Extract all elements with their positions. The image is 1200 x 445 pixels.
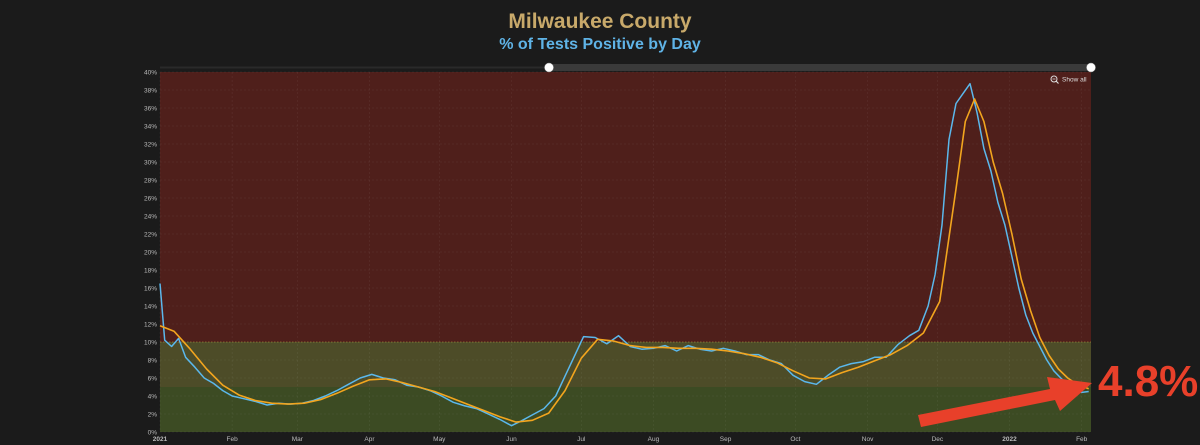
y-tick-label: 8% [148,357,158,364]
y-tick-label: 18% [144,267,157,274]
x-tick-label: 2021 [153,436,168,443]
y-tick-label: 14% [144,303,157,310]
y-tick-label: 0% [148,429,158,436]
x-tick-label: Jul [577,436,586,443]
threshold-bands [160,72,1091,432]
x-tick-label: May [433,436,446,443]
x-tick-label: Aug [648,436,660,443]
x-tick-label: Oct [790,436,800,443]
navigator-selected-range[interactable] [548,64,1091,71]
y-tick-label: 2% [148,411,158,418]
band-1 [160,342,1091,387]
y-tick-label: 28% [144,177,157,184]
x-tick-label: Feb [227,436,239,443]
x-tick-label: Jun [506,436,517,443]
show-all-label: Show all [1062,77,1087,84]
y-tick-label: 4% [148,393,158,400]
y-tick-label: 36% [144,105,157,112]
x-tick-label: Feb [1076,436,1088,443]
y-tick-label: 24% [144,213,157,220]
band-2 [160,72,1091,342]
y-tick-label: 38% [144,87,157,94]
x-tick-label: 2022 [1002,436,1017,443]
y-tick-label: 10% [144,339,157,346]
series-lines [159,82,1089,427]
x-tick-label: Sep [720,436,732,443]
x-tick-label: Dec [932,436,944,443]
band-0 [160,387,1091,432]
series-line-average [159,98,1089,423]
y-tick-label: 6% [148,375,158,382]
range-navigator[interactable] [160,62,1096,73]
y-tick-label: 34% [144,123,157,130]
x-tick-label: Nov [862,436,874,443]
chart-title: Milwaukee County [508,10,692,33]
latest-value-callout: 4.8% [1098,357,1199,406]
y-tick-label: 30% [144,159,157,166]
y-tick-label: 26% [144,195,157,202]
y-tick-label: 20% [144,249,157,256]
zoom-out-icon [1050,75,1058,83]
y-tick-label: 22% [144,231,157,238]
navigator-right-handle[interactable] [1086,62,1096,73]
y-tick-label: 40% [144,69,157,76]
y-tick-label: 12% [144,321,157,328]
x-tick-label: Mar [292,436,304,443]
grid [159,71,1091,433]
x-tick-label: Apr [364,436,375,443]
chart-subtitle: % of Tests Positive by Day [499,36,701,53]
x-axis: 2021 Feb Mar Apr May Jun Jul Aug Sep Oct Nov Dec 202… [153,436,1088,443]
y-tick-label: 16% [144,285,157,292]
callout-arrow [918,377,1092,427]
y-axis: 0% 2% 4% 6% 8% 10% 12% 14% 16% 18% 20% 22% 24% 26% 28%… [144,69,157,436]
y-tick-label: 32% [144,141,157,148]
show-all-button[interactable]: Show all [1050,75,1087,84]
navigator-track [160,66,548,69]
navigator-left-handle[interactable] [544,62,554,73]
